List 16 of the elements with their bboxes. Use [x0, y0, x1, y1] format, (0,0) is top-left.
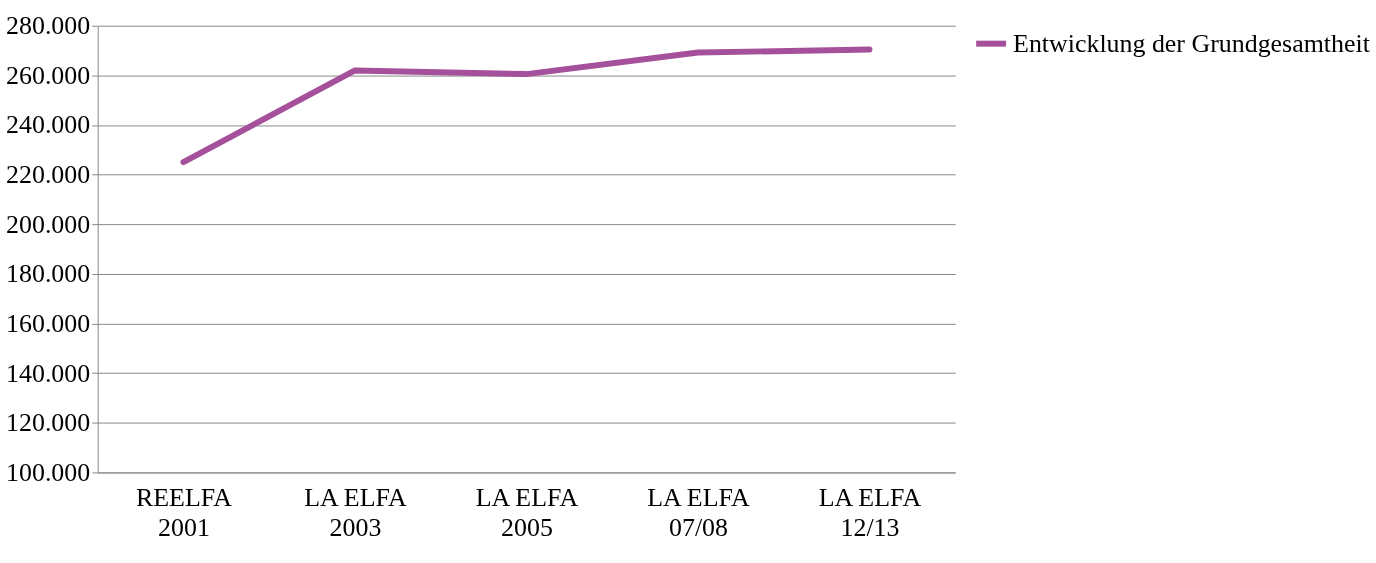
y-tick-label: 220.000 — [6, 160, 91, 190]
legend-label: Entwicklung der Grundgesamtheit — [1013, 28, 1371, 58]
y-tick-label: 160.000 — [6, 309, 91, 338]
x-tick-label: LA ELFA 2005 — [475, 482, 579, 542]
x-tick-label: LA ELFA 07/08 — [647, 482, 750, 542]
y-tick-label: 120.000 — [6, 408, 91, 438]
x-tick-label: REELFA 2001 — [135, 482, 233, 542]
y-tick-label: 200.000 — [6, 209, 91, 239]
x-tick-label: LA ELFA 12/13 — [818, 482, 922, 542]
y-tick-label: 280.000 — [6, 11, 91, 41]
x-tick-label: LA ELFA 2003 — [304, 482, 407, 542]
y-tick-label: 140.000 — [6, 358, 91, 388]
y-tick-label: 240.000 — [6, 110, 91, 140]
y-tick-label: 100.000 — [6, 457, 91, 487]
y-tick-label: 260.000 — [6, 60, 91, 90]
y-tick-label: 180.000 — [6, 259, 91, 289]
